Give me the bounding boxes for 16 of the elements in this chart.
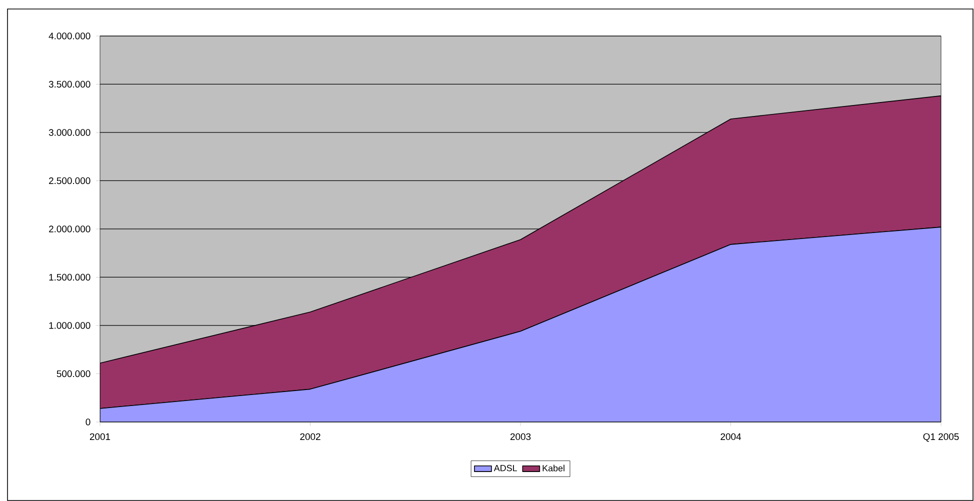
y-tick-label: 0 — [86, 418, 90, 426]
x-tick-label: 2001 — [90, 433, 110, 440]
y-tick-label: 2.500.000 — [49, 177, 90, 184]
x-tick-label: Q1 2005 — [923, 433, 959, 442]
legend-label: ADSL — [494, 464, 517, 472]
y-tick-label: 1.500.000 — [49, 274, 90, 281]
y-tick-label: 3.000.000 — [48, 129, 90, 136]
y-tick-label: 3.500.000 — [48, 80, 90, 88]
y-tick-label: 1.000.000 — [49, 322, 90, 329]
x-tick-label: 2002 — [300, 433, 320, 440]
y-tick-label: 4.000.000 — [48, 32, 90, 40]
y-tick-label: 500.000 — [56, 370, 90, 378]
y-tick-label: 2.000.000 — [49, 226, 90, 232]
legend-label: Kabel — [542, 464, 564, 472]
x-tick-label: 2003 — [510, 433, 531, 440]
x-tick-label: 2004 — [720, 433, 742, 440]
